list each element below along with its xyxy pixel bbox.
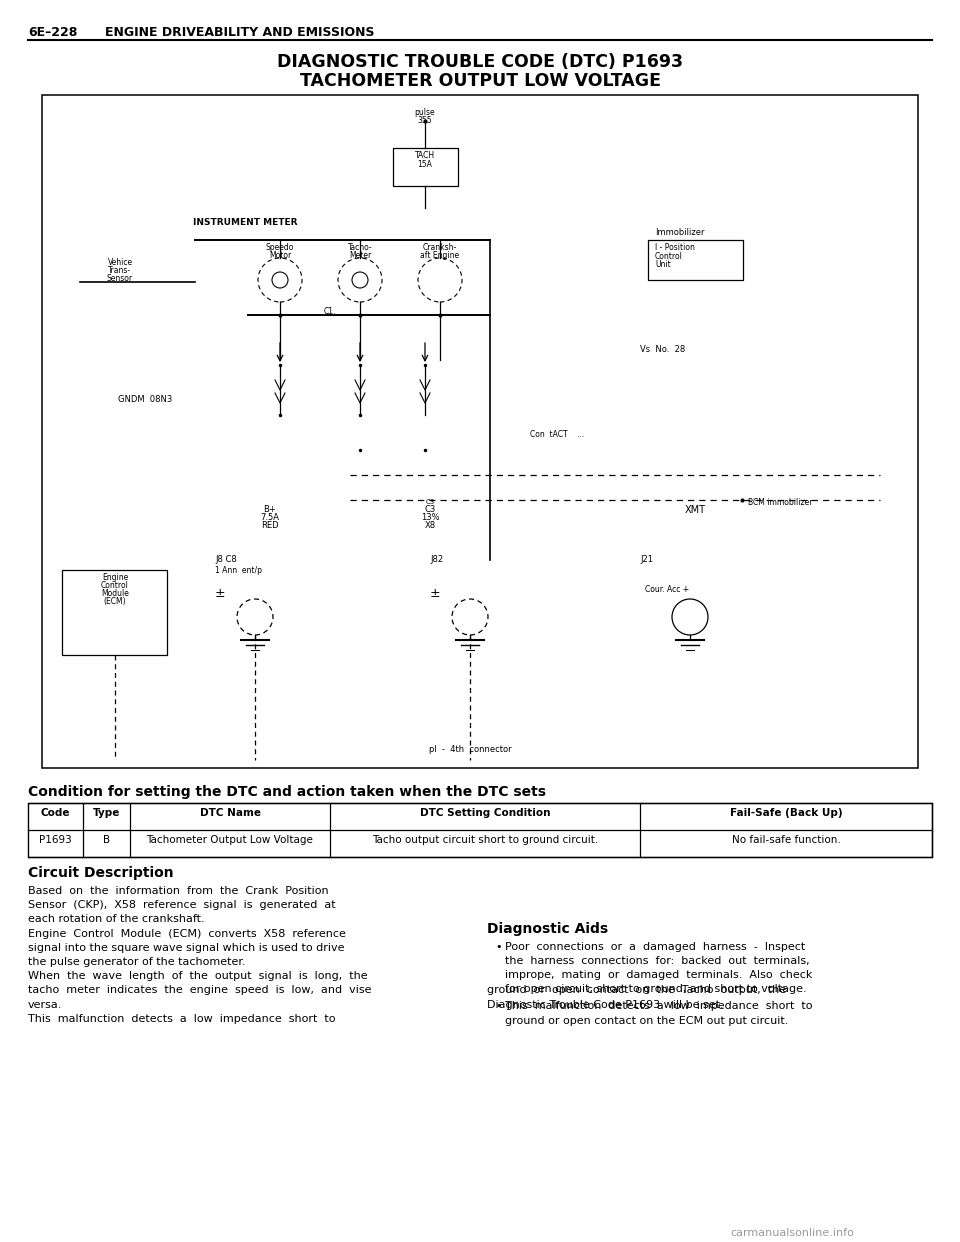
Text: Diagnostic Trouble Code P1693 will be set.: Diagnostic Trouble Code P1693 will be se… <box>487 1000 724 1010</box>
Text: 15A: 15A <box>418 160 432 169</box>
Text: J8 C8: J8 C8 <box>215 555 237 564</box>
Text: No fail-safe function.: No fail-safe function. <box>732 835 840 845</box>
Text: Tacho-: Tacho- <box>348 243 372 252</box>
Text: imprope,  mating  or  damaged  terminals.  Also  check: imprope, mating or damaged terminals. Al… <box>505 970 812 980</box>
Text: B+: B+ <box>264 505 276 514</box>
Text: 7.5A: 7.5A <box>260 513 279 522</box>
Text: Diagnostic Aids: Diagnostic Aids <box>487 922 608 935</box>
Text: Circuit Description: Circuit Description <box>28 866 174 881</box>
Text: Motor: Motor <box>269 251 291 260</box>
Text: DTC Setting Condition: DTC Setting Condition <box>420 809 550 818</box>
Text: GNDM  08N3: GNDM 08N3 <box>118 395 172 404</box>
Text: ±: ± <box>430 587 441 600</box>
Text: Tacho output circuit short to ground circuit.: Tacho output circuit short to ground cir… <box>372 835 598 845</box>
Text: DTC Name: DTC Name <box>200 809 260 818</box>
Text: ENGINE DRIVEABILITY AND EMISSIONS: ENGINE DRIVEABILITY AND EMISSIONS <box>105 26 374 39</box>
Text: I - Position: I - Position <box>655 243 695 252</box>
Text: •: • <box>495 1001 501 1011</box>
Text: aft Engine: aft Engine <box>420 251 460 260</box>
Text: BCM immobilizer: BCM immobilizer <box>748 498 812 507</box>
Text: Control: Control <box>101 581 129 590</box>
Text: DIAGNOSTIC TROUBLE CODE (DTC) P1693: DIAGNOSTIC TROUBLE CODE (DTC) P1693 <box>277 53 683 71</box>
Text: XMT: XMT <box>684 505 706 515</box>
Bar <box>28 804 932 857</box>
Text: Cranksh-: Cranksh- <box>422 243 457 252</box>
Text: 1 Ann  ent/p: 1 Ann ent/p <box>215 566 262 575</box>
Text: Control: Control <box>655 252 683 261</box>
Text: for open circuit, short to ground, and short to voltage.: for open circuit, short to ground, and s… <box>505 984 806 994</box>
Circle shape <box>352 272 368 288</box>
Text: Fail-Safe (Back Up): Fail-Safe (Back Up) <box>730 809 842 818</box>
Text: Module: Module <box>101 589 129 597</box>
Text: Speedo: Speedo <box>266 243 294 252</box>
Text: ground or open contact on the ECM out put circuit.: ground or open contact on the ECM out pu… <box>505 1016 788 1026</box>
Circle shape <box>452 599 488 635</box>
Text: C3: C3 <box>425 499 435 505</box>
Text: B: B <box>103 835 110 845</box>
Text: signal into the square wave signal which is used to drive: signal into the square wave signal which… <box>28 943 345 953</box>
Text: X8: X8 <box>424 520 436 530</box>
Text: ground  or  open  contact  on  the  Tacho  output,  the: ground or open contact on the Tacho outp… <box>487 985 786 995</box>
Text: When  the  wave  length  of  the  output  signal  is  long,  the: When the wave length of the output signa… <box>28 971 368 981</box>
Text: Trans-: Trans- <box>108 266 132 274</box>
Text: 6E–228: 6E–228 <box>28 26 78 39</box>
Text: Engine  Control  Module  (ECM)  converts  X58  reference: Engine Control Module (ECM) converts X58… <box>28 929 346 939</box>
Circle shape <box>338 258 382 302</box>
Text: C3: C3 <box>424 505 436 514</box>
Text: Sensor  (CKP),  X58  reference  signal  is  generated  at: Sensor (CKP), X58 reference signal is ge… <box>28 900 336 910</box>
Text: Meter: Meter <box>348 251 372 260</box>
Text: TACH: TACH <box>415 152 435 160</box>
Bar <box>42 94 918 768</box>
Text: each rotation of the crankshaft.: each rotation of the crankshaft. <box>28 914 204 924</box>
Text: TACHOMETER OUTPUT LOW VOLTAGE: TACHOMETER OUTPUT LOW VOLTAGE <box>300 72 660 89</box>
Text: Tachometer Output Low Voltage: Tachometer Output Low Voltage <box>147 835 313 845</box>
Text: Immobilizer: Immobilizer <box>655 229 705 237</box>
Text: the pulse generator of the tachometer.: the pulse generator of the tachometer. <box>28 958 246 968</box>
Text: pl  -  4th  connector: pl - 4th connector <box>429 745 512 754</box>
Text: J21: J21 <box>640 555 653 564</box>
Text: Condition for setting the DTC and action taken when the DTC sets: Condition for setting the DTC and action… <box>28 785 546 799</box>
Text: tacho  meter  indicates  the  engine  speed  is  low,  and  vise: tacho meter indicates the engine speed i… <box>28 985 372 995</box>
Text: •: • <box>495 941 501 951</box>
Text: Code: Code <box>40 809 70 818</box>
Text: Poor  connections  or  a  damaged  harness  -  Inspect: Poor connections or a damaged harness - … <box>505 941 805 951</box>
Bar <box>393 148 458 186</box>
Text: Based  on  the  information  from  the  Crank  Position: Based on the information from the Crank … <box>28 886 328 895</box>
Circle shape <box>672 599 708 635</box>
Circle shape <box>272 272 288 288</box>
Text: This  malfunction  detects  a  low  impedance  short  to: This malfunction detects a low impedance… <box>28 1013 335 1023</box>
Text: 355: 355 <box>418 116 432 125</box>
Text: versa.: versa. <box>28 1000 62 1010</box>
Text: (ECM): (ECM) <box>104 597 127 606</box>
Text: Con  tACT    ...: Con tACT ... <box>530 430 585 438</box>
Text: Unit: Unit <box>655 260 671 270</box>
Text: the  harness  connections  for:  backed  out  terminals,: the harness connections for: backed out … <box>505 955 809 966</box>
Text: carmanualsonline.info: carmanualsonline.info <box>730 1228 853 1238</box>
Text: Vehice: Vehice <box>108 258 132 267</box>
Text: This  malfunction  detects  a  low  impedance  short  to: This malfunction detects a low impedance… <box>505 1001 812 1011</box>
Text: Type: Type <box>93 809 120 818</box>
Bar <box>62 570 167 655</box>
Text: C1.: C1. <box>324 307 336 315</box>
Text: pulse: pulse <box>415 108 435 117</box>
Circle shape <box>237 599 273 635</box>
Circle shape <box>258 258 302 302</box>
Text: Sensor: Sensor <box>107 274 133 283</box>
Bar <box>648 240 743 279</box>
Text: 13%: 13% <box>420 513 440 522</box>
Circle shape <box>418 258 462 302</box>
Text: J82: J82 <box>430 555 444 564</box>
Text: ±: ± <box>215 587 226 600</box>
Text: RED: RED <box>261 520 278 530</box>
Text: Cour. Acc +: Cour. Acc + <box>645 585 689 594</box>
Text: Engine: Engine <box>102 573 128 582</box>
Text: P1693: P1693 <box>39 835 72 845</box>
Text: Vs  No.  28: Vs No. 28 <box>640 345 685 354</box>
Text: INSTRUMENT METER: INSTRUMENT METER <box>193 219 298 227</box>
